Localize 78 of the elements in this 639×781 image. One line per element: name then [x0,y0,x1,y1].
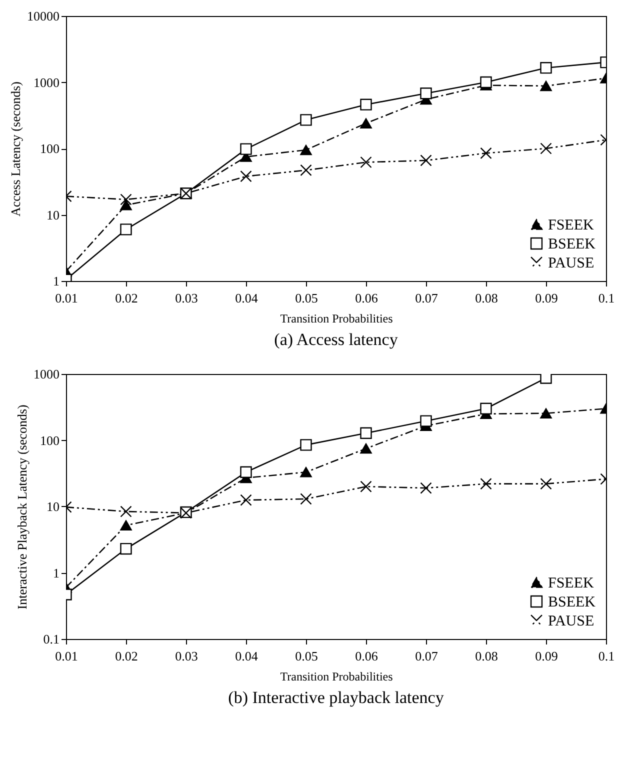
point [120,542,132,555]
x-tick-label: 0.08 [475,290,498,306]
point [480,76,492,88]
point [360,98,372,110]
text: (a) Access latency [274,330,398,349]
legend-label: PAUSE [548,614,594,630]
point [120,506,132,518]
y-axis-title: Interactive Playback Latency (seconds) [14,404,30,610]
point [120,224,132,236]
point [360,427,372,439]
point [240,143,252,155]
x-tick-label: 0.06 [355,290,378,306]
point [360,480,372,492]
x-tick-label: 0.01 [55,290,78,306]
x-tick-label: 0.05 [295,290,318,306]
point [300,467,312,478]
point [300,114,312,126]
point [240,170,252,182]
x-tick-label: 0.07 [415,290,438,306]
y-tick-label: 10000 [27,8,60,24]
y-tick-label: 10 [46,499,60,514]
point [540,374,552,384]
point [540,62,552,74]
x-tick-label: 0.09 [535,648,558,664]
y-tick-label: 1 [53,274,60,288]
y-axis-title: Access Latency (seconds) [8,82,23,216]
point [300,144,312,156]
point [480,402,492,414]
point [360,443,372,454]
point [420,88,432,100]
legend-label: PAUSE [548,256,594,272]
point [300,439,312,451]
point [540,408,552,418]
x-tick-label: 0.01 [55,648,78,664]
x-tick-label: 0.03 [175,648,198,664]
x-tick-label: 0.02 [115,290,138,306]
y-tick-label: 1000 [34,366,60,382]
point [240,494,252,506]
y-tick-label: 10 [46,207,60,222]
point [360,156,372,168]
x-tick-label: 0.04 [235,648,258,664]
y-tick-label: 0.1 [43,632,60,646]
legend-label: FSEEK [548,218,594,234]
x-axis-title: Transition Probabilities [280,670,394,684]
point [420,154,432,166]
x-axis-title: Transition Probabilities [280,312,394,326]
point [420,415,432,427]
x-tick-label: 0.08 [475,648,498,664]
text: (b) Interactive playback latency [228,688,444,707]
point [240,466,252,478]
x-tick-label: 0.09 [535,290,558,306]
y-tick-label: 1000 [34,74,60,90]
point [120,194,132,206]
point [540,478,552,490]
point [420,482,432,494]
point [120,520,132,530]
point [540,142,552,154]
x-tick-label: 0.06 [355,648,378,664]
y-tick-label: 100 [40,141,60,156]
x-tick-label: 0.05 [295,648,318,664]
point [300,164,312,176]
x-tick-label: 0.03 [175,290,198,306]
legend-label: BSEEK [548,594,596,610]
point [540,80,552,92]
legend-label: FSEEK [548,576,594,592]
y-tick-label: 1 [53,565,60,580]
x-tick-label: 0.1 [598,290,615,306]
point [300,493,312,505]
point [480,478,492,490]
legend-label: BSEEK [548,236,596,252]
x-tick-label: 0.1 [598,648,615,664]
x-tick-label: 0.07 [415,648,438,664]
point [120,200,132,210]
x-tick-label: 0.02 [115,648,138,664]
y-tick-label: 100 [40,432,60,448]
point [360,118,372,128]
x-tick-label: 0.04 [235,290,258,306]
point [480,147,492,160]
